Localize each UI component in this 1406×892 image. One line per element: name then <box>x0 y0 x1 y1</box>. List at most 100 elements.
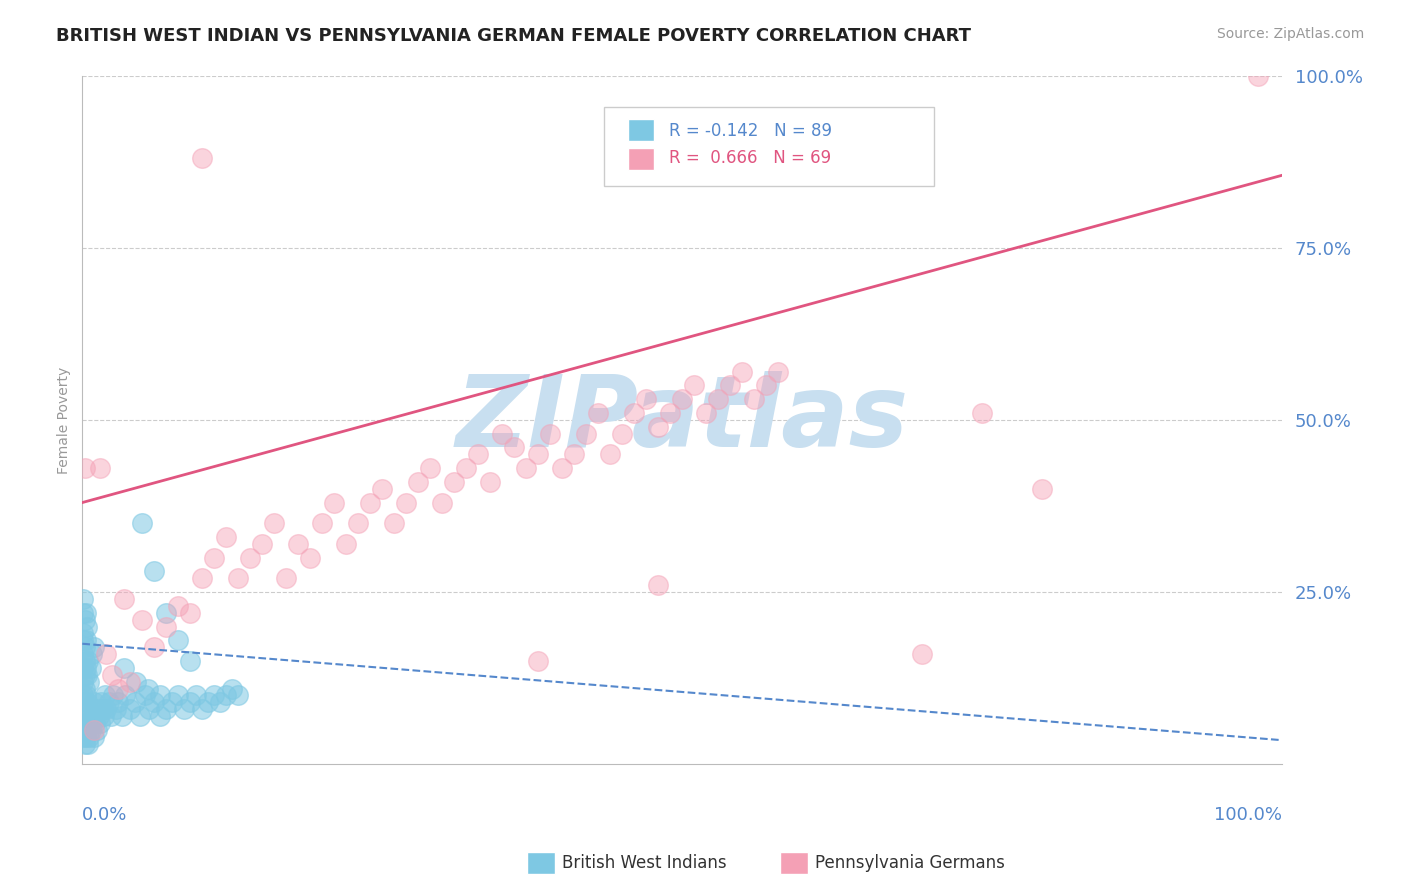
Point <box>73 667 96 681</box>
Point <box>527 654 550 668</box>
Point <box>79 661 101 675</box>
Text: ZIPatlas: ZIPatlas <box>456 371 908 468</box>
Point <box>742 392 765 407</box>
Point <box>610 426 633 441</box>
Point <box>197 695 219 709</box>
Point <box>226 571 249 585</box>
Point <box>76 723 98 737</box>
Point <box>250 537 273 551</box>
Point <box>79 723 101 737</box>
Point <box>149 709 172 723</box>
Point <box>77 702 100 716</box>
Point <box>167 599 190 613</box>
Point <box>695 406 717 420</box>
Point <box>107 695 129 709</box>
Point <box>538 426 561 441</box>
Point <box>93 709 115 723</box>
Point <box>97 695 120 709</box>
Point <box>226 689 249 703</box>
Bar <box>628 148 654 169</box>
Point <box>191 571 214 585</box>
Point <box>73 654 96 668</box>
Text: R = -0.142   N = 89: R = -0.142 N = 89 <box>669 121 832 140</box>
Point <box>155 606 177 620</box>
Point <box>162 695 184 709</box>
Point <box>515 461 537 475</box>
Point <box>136 681 159 696</box>
Point <box>72 626 94 640</box>
Point <box>1031 482 1053 496</box>
Point <box>167 689 190 703</box>
Point <box>586 406 609 420</box>
Point <box>96 702 118 716</box>
Point <box>323 495 346 509</box>
Point <box>527 447 550 461</box>
Point <box>143 640 166 655</box>
Point <box>73 737 96 751</box>
Point <box>647 419 669 434</box>
Point <box>75 730 97 744</box>
Point <box>707 392 730 407</box>
Point <box>179 695 201 709</box>
Point <box>76 695 98 709</box>
Text: R =  0.666   N = 69: R = 0.666 N = 69 <box>669 149 831 167</box>
Point <box>202 689 225 703</box>
Point <box>84 715 107 730</box>
Point <box>623 406 645 420</box>
Point <box>120 702 142 716</box>
Point <box>83 730 105 744</box>
Point <box>72 689 94 703</box>
Point <box>299 550 322 565</box>
Point <box>87 702 110 716</box>
Point <box>276 571 298 585</box>
Point <box>347 516 370 531</box>
Text: Pennsylvania Germans: Pennsylvania Germans <box>815 855 1005 872</box>
Point <box>287 537 309 551</box>
Point <box>72 661 94 675</box>
Point <box>112 591 135 606</box>
Point <box>155 702 177 716</box>
Point <box>134 689 156 703</box>
Point <box>430 495 453 509</box>
Text: BRITISH WEST INDIAN VS PENNSYLVANIA GERMAN FEMALE POVERTY CORRELATION CHART: BRITISH WEST INDIAN VS PENNSYLVANIA GERM… <box>56 27 972 45</box>
Point <box>479 475 502 489</box>
Point <box>112 661 135 675</box>
Point <box>87 709 110 723</box>
Point <box>718 378 741 392</box>
Point <box>73 640 96 655</box>
Point <box>143 695 166 709</box>
Point <box>72 715 94 730</box>
Point <box>90 695 112 709</box>
Text: 100.0%: 100.0% <box>1213 805 1282 823</box>
Point <box>120 674 142 689</box>
Point <box>73 695 96 709</box>
Point <box>72 647 94 661</box>
Point <box>72 591 94 606</box>
Point <box>103 689 125 703</box>
Point <box>202 550 225 565</box>
Point <box>100 709 122 723</box>
Point <box>72 674 94 689</box>
Point <box>76 667 98 681</box>
Point <box>96 647 118 661</box>
Y-axis label: Female Poverty: Female Poverty <box>58 367 72 474</box>
Text: 0.0%: 0.0% <box>83 805 128 823</box>
Point <box>89 461 111 475</box>
Point <box>75 606 97 620</box>
Point <box>371 482 394 496</box>
Text: Source: ZipAtlas.com: Source: ZipAtlas.com <box>1216 27 1364 41</box>
Point <box>562 447 585 461</box>
Point <box>179 606 201 620</box>
Point <box>970 406 993 420</box>
Text: British West Indians: British West Indians <box>562 855 727 872</box>
Point <box>138 702 160 716</box>
Point <box>131 516 153 531</box>
Point <box>456 461 478 475</box>
Point <box>124 695 146 709</box>
Point <box>72 702 94 716</box>
Point <box>659 406 682 420</box>
Point <box>221 681 243 696</box>
Point <box>86 723 108 737</box>
Point <box>125 674 148 689</box>
Point <box>75 689 97 703</box>
